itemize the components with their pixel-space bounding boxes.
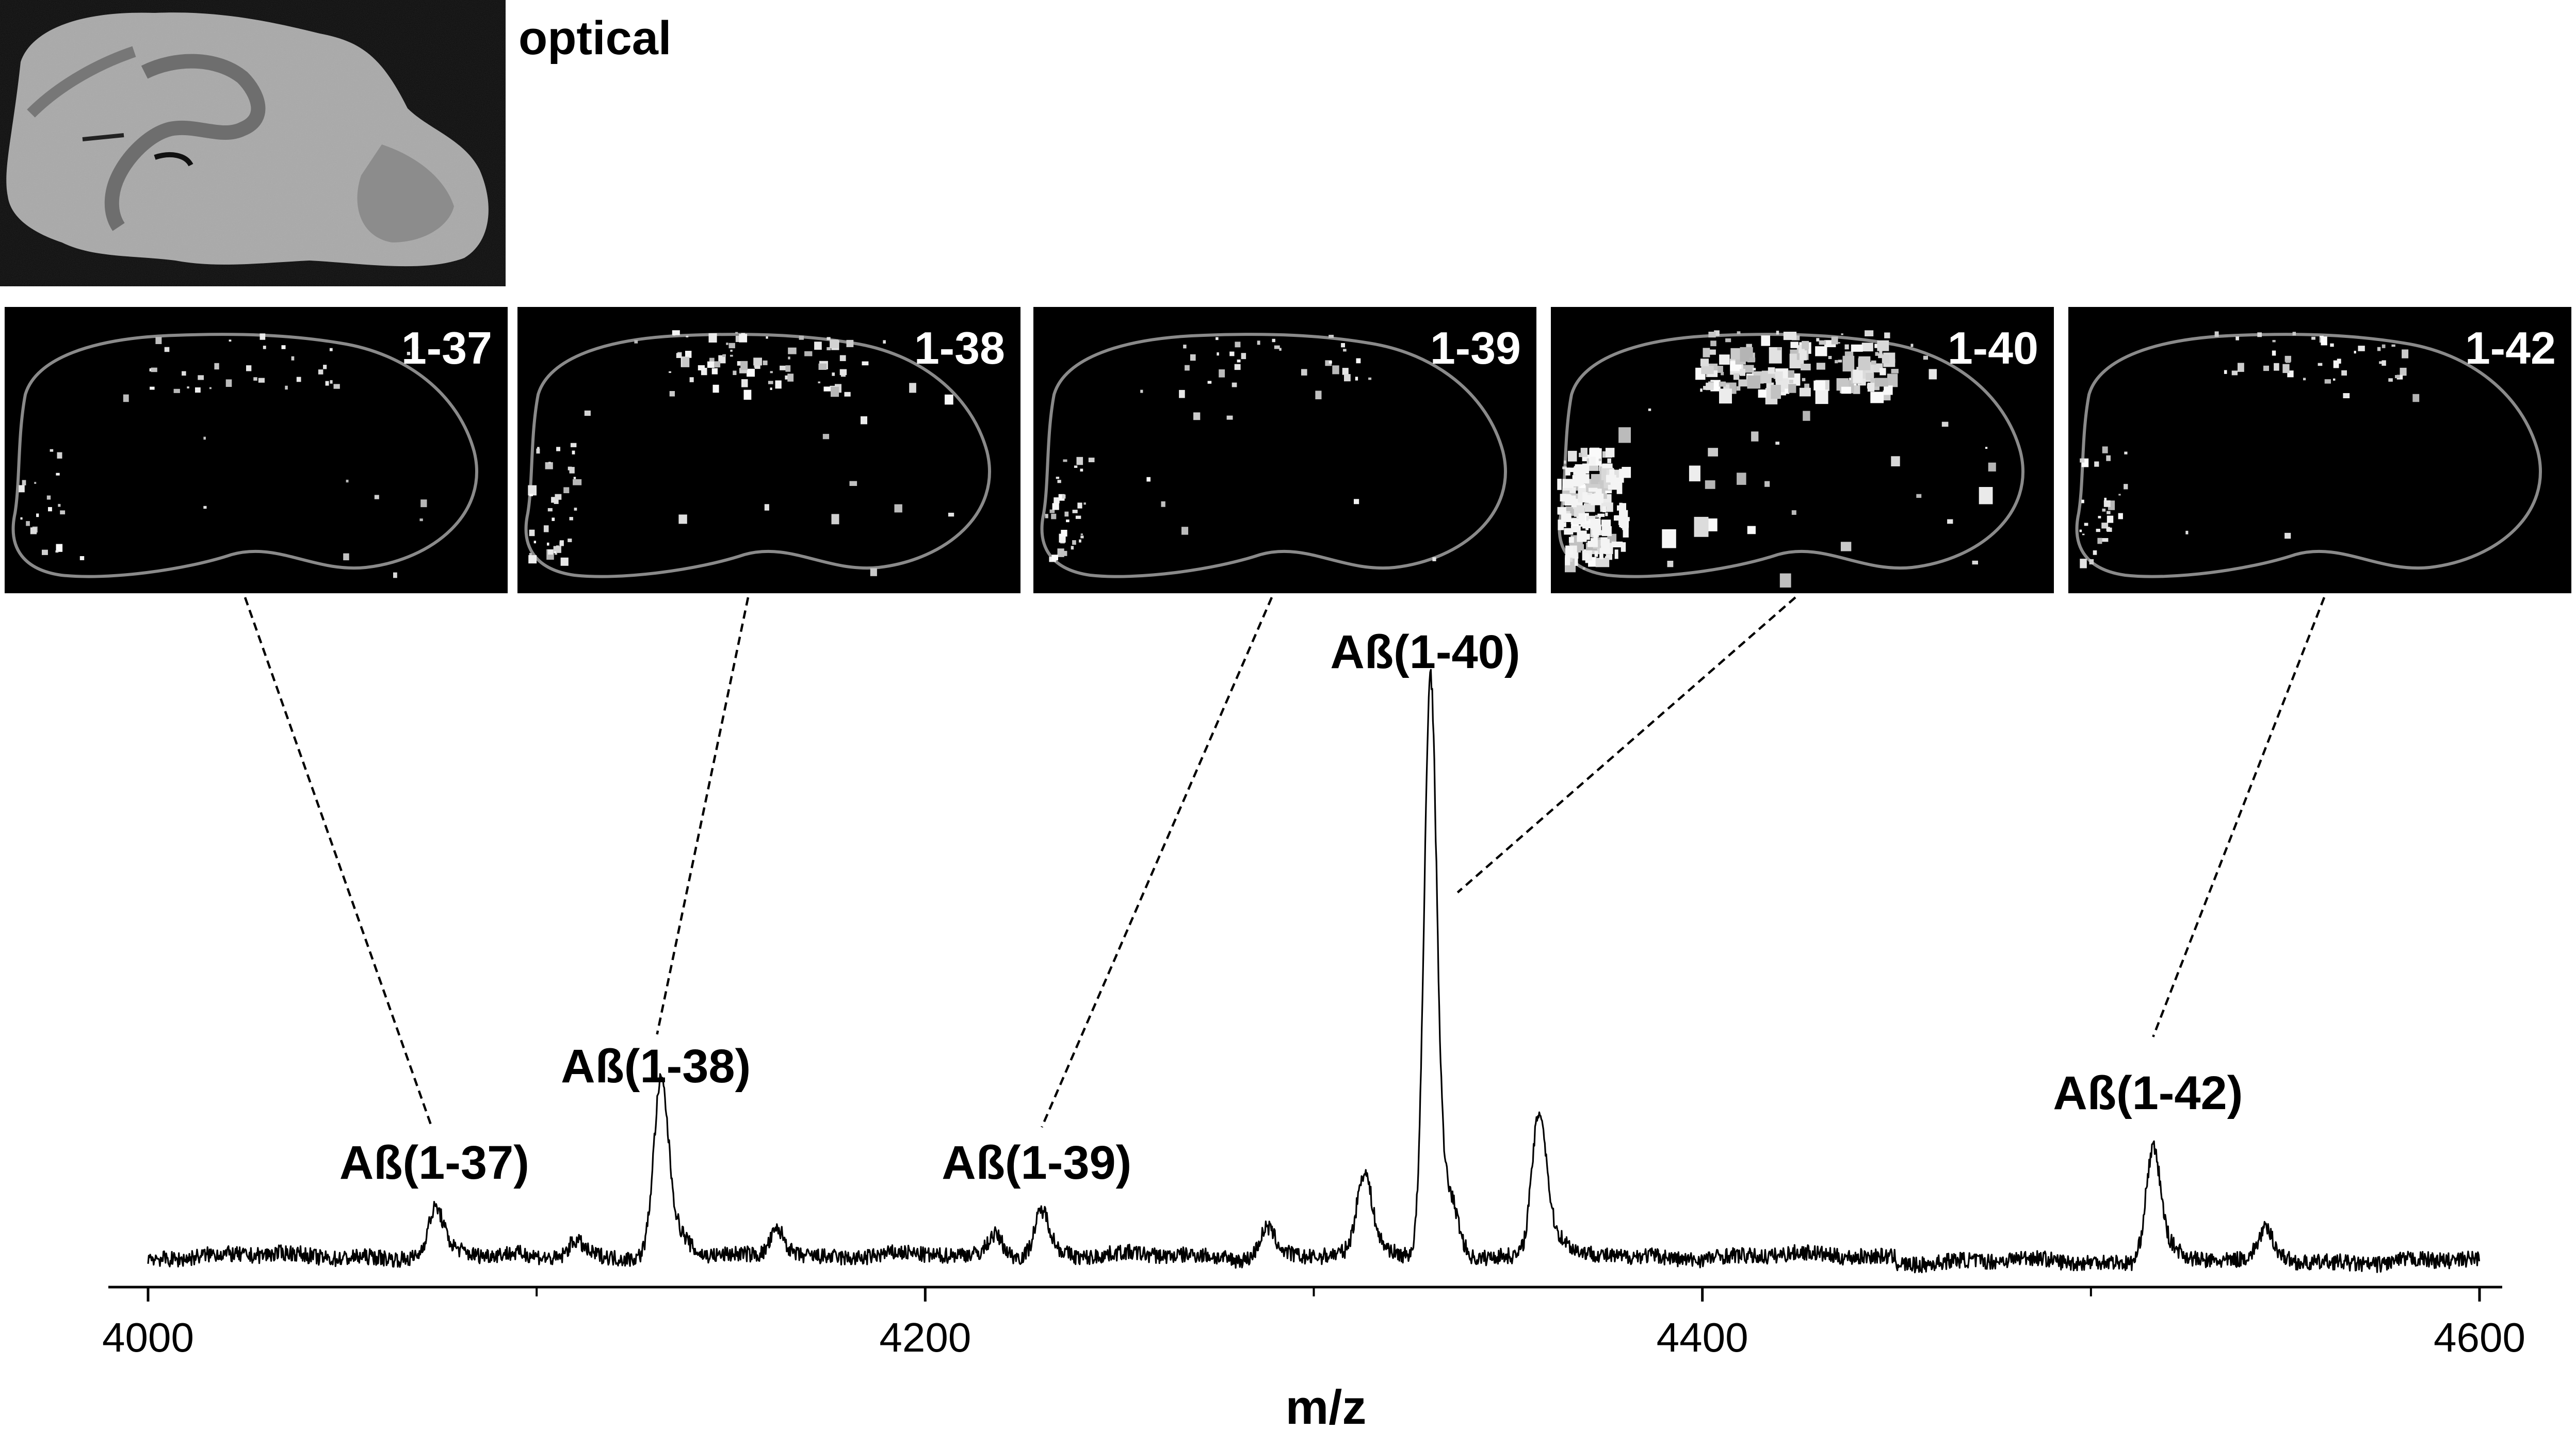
optical-hippocampus: [104, 54, 266, 231]
peak-label: Aß(1-39): [942, 1136, 1131, 1189]
spectrum-trace: [147, 669, 2481, 1274]
x-tick-label: 4000: [102, 1314, 194, 1360]
ion-image-panels: 1-37 1-38 1-39 1-40 1-42: [5, 307, 2571, 593]
panel-label: 1-42: [2465, 322, 2556, 373]
plaque-signal: [2079, 331, 2420, 568]
connector-line: [1041, 597, 1273, 1128]
panel-background: [5, 307, 508, 593]
optical-cerebellum: [357, 144, 454, 242]
panel-background: [2068, 307, 2571, 593]
plaque-signal: [528, 330, 954, 576]
connector-lines: [244, 596, 2326, 1128]
plaque-signal: [19, 333, 427, 578]
mass-spectrum: [147, 669, 2481, 1274]
x-axis: 4000 4200 4400 4600: [102, 1286, 2525, 1360]
optical-dark-streak: [154, 152, 193, 167]
x-tick-label: 4200: [879, 1314, 971, 1360]
tissue-outline: [11, 333, 478, 578]
plaque-signal: [1557, 330, 1996, 588]
connector-line: [656, 597, 750, 1035]
optical-tissue-texture: [0, 0, 506, 286]
ion-image-panel: 1-39: [1033, 307, 1536, 593]
optical-dark-streak-2: [82, 133, 124, 141]
optical-label: optical: [519, 12, 671, 64]
peak-label: Aß(1-38): [561, 1040, 751, 1093]
panel-label: 1-39: [1430, 322, 1521, 373]
peak-label: Aß(1-42): [2053, 1067, 2243, 1119]
optical-cortex-band: [27, 46, 136, 118]
peak-labels: Aß(1-37) Aß(1-38) Aß(1-39) Aß(1-40) Aß(1-42): [339, 626, 2243, 1189]
connector-line: [2152, 597, 2326, 1037]
panel-label: 1-40: [1948, 322, 2038, 373]
ion-image-panel: 1-42: [2068, 307, 2571, 593]
panel-background: [517, 307, 1020, 593]
panel-label: 1-38: [914, 322, 1005, 373]
optical-image: [0, 0, 506, 286]
x-tick-label: 4400: [1657, 1314, 1748, 1360]
ion-image-panel: 1-40: [1551, 307, 2054, 593]
connector-line: [244, 597, 433, 1128]
connector-line: [1456, 596, 1796, 893]
peak-label: Aß(1-37): [339, 1136, 529, 1189]
peak-label: Aß(1-40): [1330, 626, 1520, 678]
ion-image-panel: 1-38: [517, 307, 1020, 593]
panel-background: [1033, 307, 1536, 593]
x-tick-label: 4600: [2434, 1314, 2525, 1360]
plaque-signal: [1045, 335, 1436, 562]
tissue-outline: [2075, 333, 2542, 578]
panel-label: 1-37: [401, 322, 492, 373]
ion-image-panel: 1-37: [5, 307, 508, 593]
x-axis-label: m/z: [1286, 1380, 1367, 1430]
